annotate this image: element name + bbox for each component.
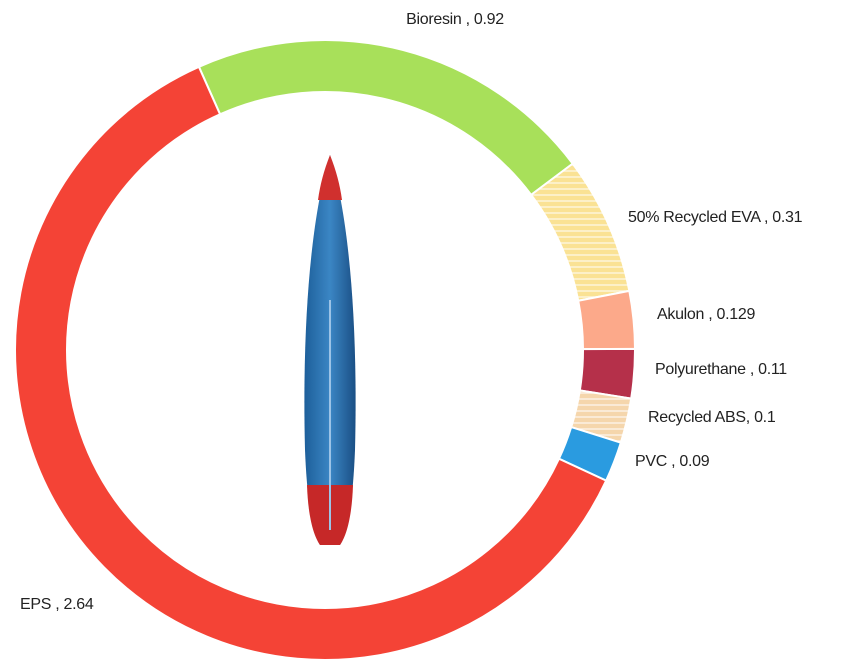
donut-slice — [199, 40, 573, 195]
slice-label: Polyurethane , 0.11 — [655, 361, 787, 378]
slice-label: Akulon , 0.129 — [657, 306, 755, 323]
chart: Bioresin , 0.92 50% Recycled EVA , 0.31 Ak… — [0, 0, 864, 663]
slice-label: 50% Recycled EVA , 0.31 — [628, 209, 803, 226]
donut-slice — [578, 291, 635, 349]
board-illustration — [304, 155, 355, 545]
slice-label: PVC , 0.09 — [635, 453, 710, 470]
slice-label: Bioresin , 0.92 — [406, 11, 504, 28]
slice-label: Recycled ABS, 0.1 — [648, 409, 776, 426]
slice-label: EPS , 2.64 — [20, 596, 94, 613]
slice-hatch — [531, 164, 629, 301]
